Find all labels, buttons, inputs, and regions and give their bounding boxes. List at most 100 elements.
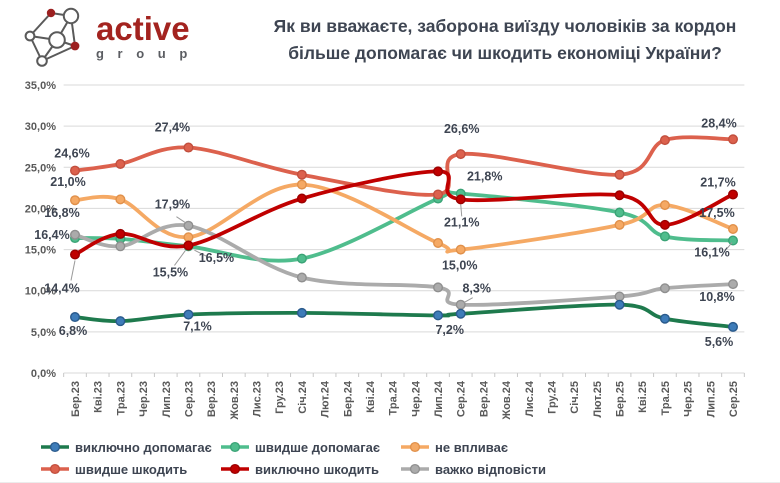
x-tick-label: Сер.24 — [456, 380, 468, 417]
series-line-3 — [73, 135, 735, 197]
logo-brand-text: active — [96, 10, 190, 47]
logo-sub-text: g r o u p — [96, 46, 193, 61]
x-tick-label: Гру.24 — [546, 380, 558, 414]
data-point-marker — [433, 189, 444, 200]
data-label: 17,9% — [155, 198, 190, 212]
data-label: 21,1% — [444, 215, 479, 229]
legend-label: важко відповісти — [435, 461, 546, 477]
x-tick-label: Лип.24 — [433, 380, 445, 417]
data-point-marker — [69, 165, 80, 176]
data-point-marker — [659, 313, 670, 324]
data-label: 16,1% — [694, 246, 729, 260]
x-tick-label: Чер.24 — [410, 380, 422, 417]
data-label: 14,4% — [44, 282, 79, 296]
chart-title-line2: більше допомагає чи шкодить економіці Ук… — [288, 43, 722, 63]
x-tick-label: Лют.24 — [320, 380, 332, 417]
data-label: 8,3% — [462, 282, 491, 296]
data-point-marker — [433, 166, 444, 177]
y-tick-label: 25,0% — [25, 162, 56, 174]
data-point-marker — [659, 200, 670, 211]
legend-item-5: важко відповісти — [400, 458, 546, 480]
data-point-marker — [659, 219, 670, 230]
x-tick-label: Кві.23 — [93, 381, 105, 413]
y-tick-label: 20,0% — [25, 203, 56, 215]
data-point-marker — [614, 291, 625, 302]
data-point-marker — [296, 272, 307, 283]
x-tick-label: Чер.25 — [683, 381, 695, 417]
data-label: 5,6% — [705, 335, 734, 349]
x-tick-label: Сер.23 — [183, 381, 195, 417]
data-point-marker — [614, 219, 625, 230]
data-label: 26,6% — [444, 122, 479, 136]
y-tick-label: 30,0% — [25, 121, 56, 133]
active-group-logo: active g r o u p — [24, 6, 192, 68]
label-leader-line — [463, 297, 473, 304]
x-tick-label: Бер.25 — [615, 381, 627, 417]
x-tick-label: Лис.24 — [524, 380, 536, 417]
label-leader-line — [726, 242, 733, 249]
series-line-0 — [73, 302, 735, 329]
legend-label: не впливає — [435, 439, 509, 455]
data-point-marker — [183, 240, 194, 251]
data-point-marker — [69, 249, 80, 260]
data-label: 21,8% — [467, 170, 502, 184]
data-point-marker — [296, 193, 307, 204]
data-point-marker — [728, 134, 739, 145]
data-point-marker — [455, 194, 466, 205]
data-label: 6,8% — [59, 324, 88, 338]
data-label: 21,7% — [700, 175, 735, 189]
data-point-marker — [728, 223, 739, 234]
data-point-marker — [69, 229, 80, 240]
data-point-marker — [455, 308, 466, 319]
data-point-marker — [659, 135, 670, 146]
data-point-marker — [183, 220, 194, 231]
y-tick-label: 15,0% — [25, 245, 56, 257]
series-line-4 — [73, 169, 735, 257]
x-tick-label: Чер.23 — [138, 381, 150, 417]
data-label: 16,5% — [199, 251, 234, 265]
data-label: 10,8% — [699, 290, 734, 304]
label-leader-line — [174, 250, 186, 266]
x-tick-label: Жов.24 — [501, 380, 513, 420]
x-tick-label: Вер.23 — [206, 381, 218, 417]
y-tick-label: 0,0% — [31, 368, 56, 380]
label-leader-line — [460, 204, 463, 217]
data-point-marker — [69, 312, 80, 323]
data-label: 16,4% — [34, 228, 69, 242]
x-tick-label: Бер.24 — [342, 380, 354, 417]
data-point-marker — [728, 235, 739, 246]
label-leader-line — [194, 249, 209, 258]
x-tick-label: Бер.23 — [70, 381, 82, 417]
x-tick-label: Тра.24 — [388, 380, 400, 415]
data-point-marker — [433, 282, 444, 293]
data-point-marker — [115, 241, 126, 252]
data-label: 15,5% — [153, 265, 188, 279]
data-point-marker — [115, 228, 126, 239]
data-point-marker — [296, 307, 307, 318]
data-point-marker — [183, 309, 194, 320]
legend-item-2: не впливає — [400, 436, 546, 458]
network-graph-icon — [24, 7, 80, 67]
data-point-marker — [614, 169, 625, 180]
data-point-marker — [455, 299, 466, 310]
x-tick-label: Кві.25 — [637, 381, 649, 413]
data-point-marker — [296, 179, 307, 190]
legend-label: швидше допомагає — [255, 439, 381, 455]
chart-title: Як ви вважаєте, заборона виїзду чоловікі… — [232, 13, 778, 67]
data-point-marker — [433, 310, 444, 321]
x-tick-label: Сер.25 — [728, 381, 740, 417]
x-tick-label: Тра.25 — [660, 381, 672, 415]
data-point-marker — [614, 207, 625, 218]
data-point-marker — [183, 142, 194, 153]
data-point-marker — [183, 232, 194, 243]
data-point-marker — [433, 237, 444, 248]
legend-label: швидше шкодить — [75, 461, 188, 477]
data-label: 21,0% — [50, 175, 85, 189]
legend-marker-icon — [401, 441, 429, 453]
legend-item-1: швидше допомагає — [220, 436, 400, 458]
legend-item-3: швидше шкодить — [40, 458, 220, 480]
data-point-marker — [659, 231, 670, 242]
y-tick-label: 5,0% — [31, 327, 56, 339]
data-point-marker — [115, 158, 126, 169]
